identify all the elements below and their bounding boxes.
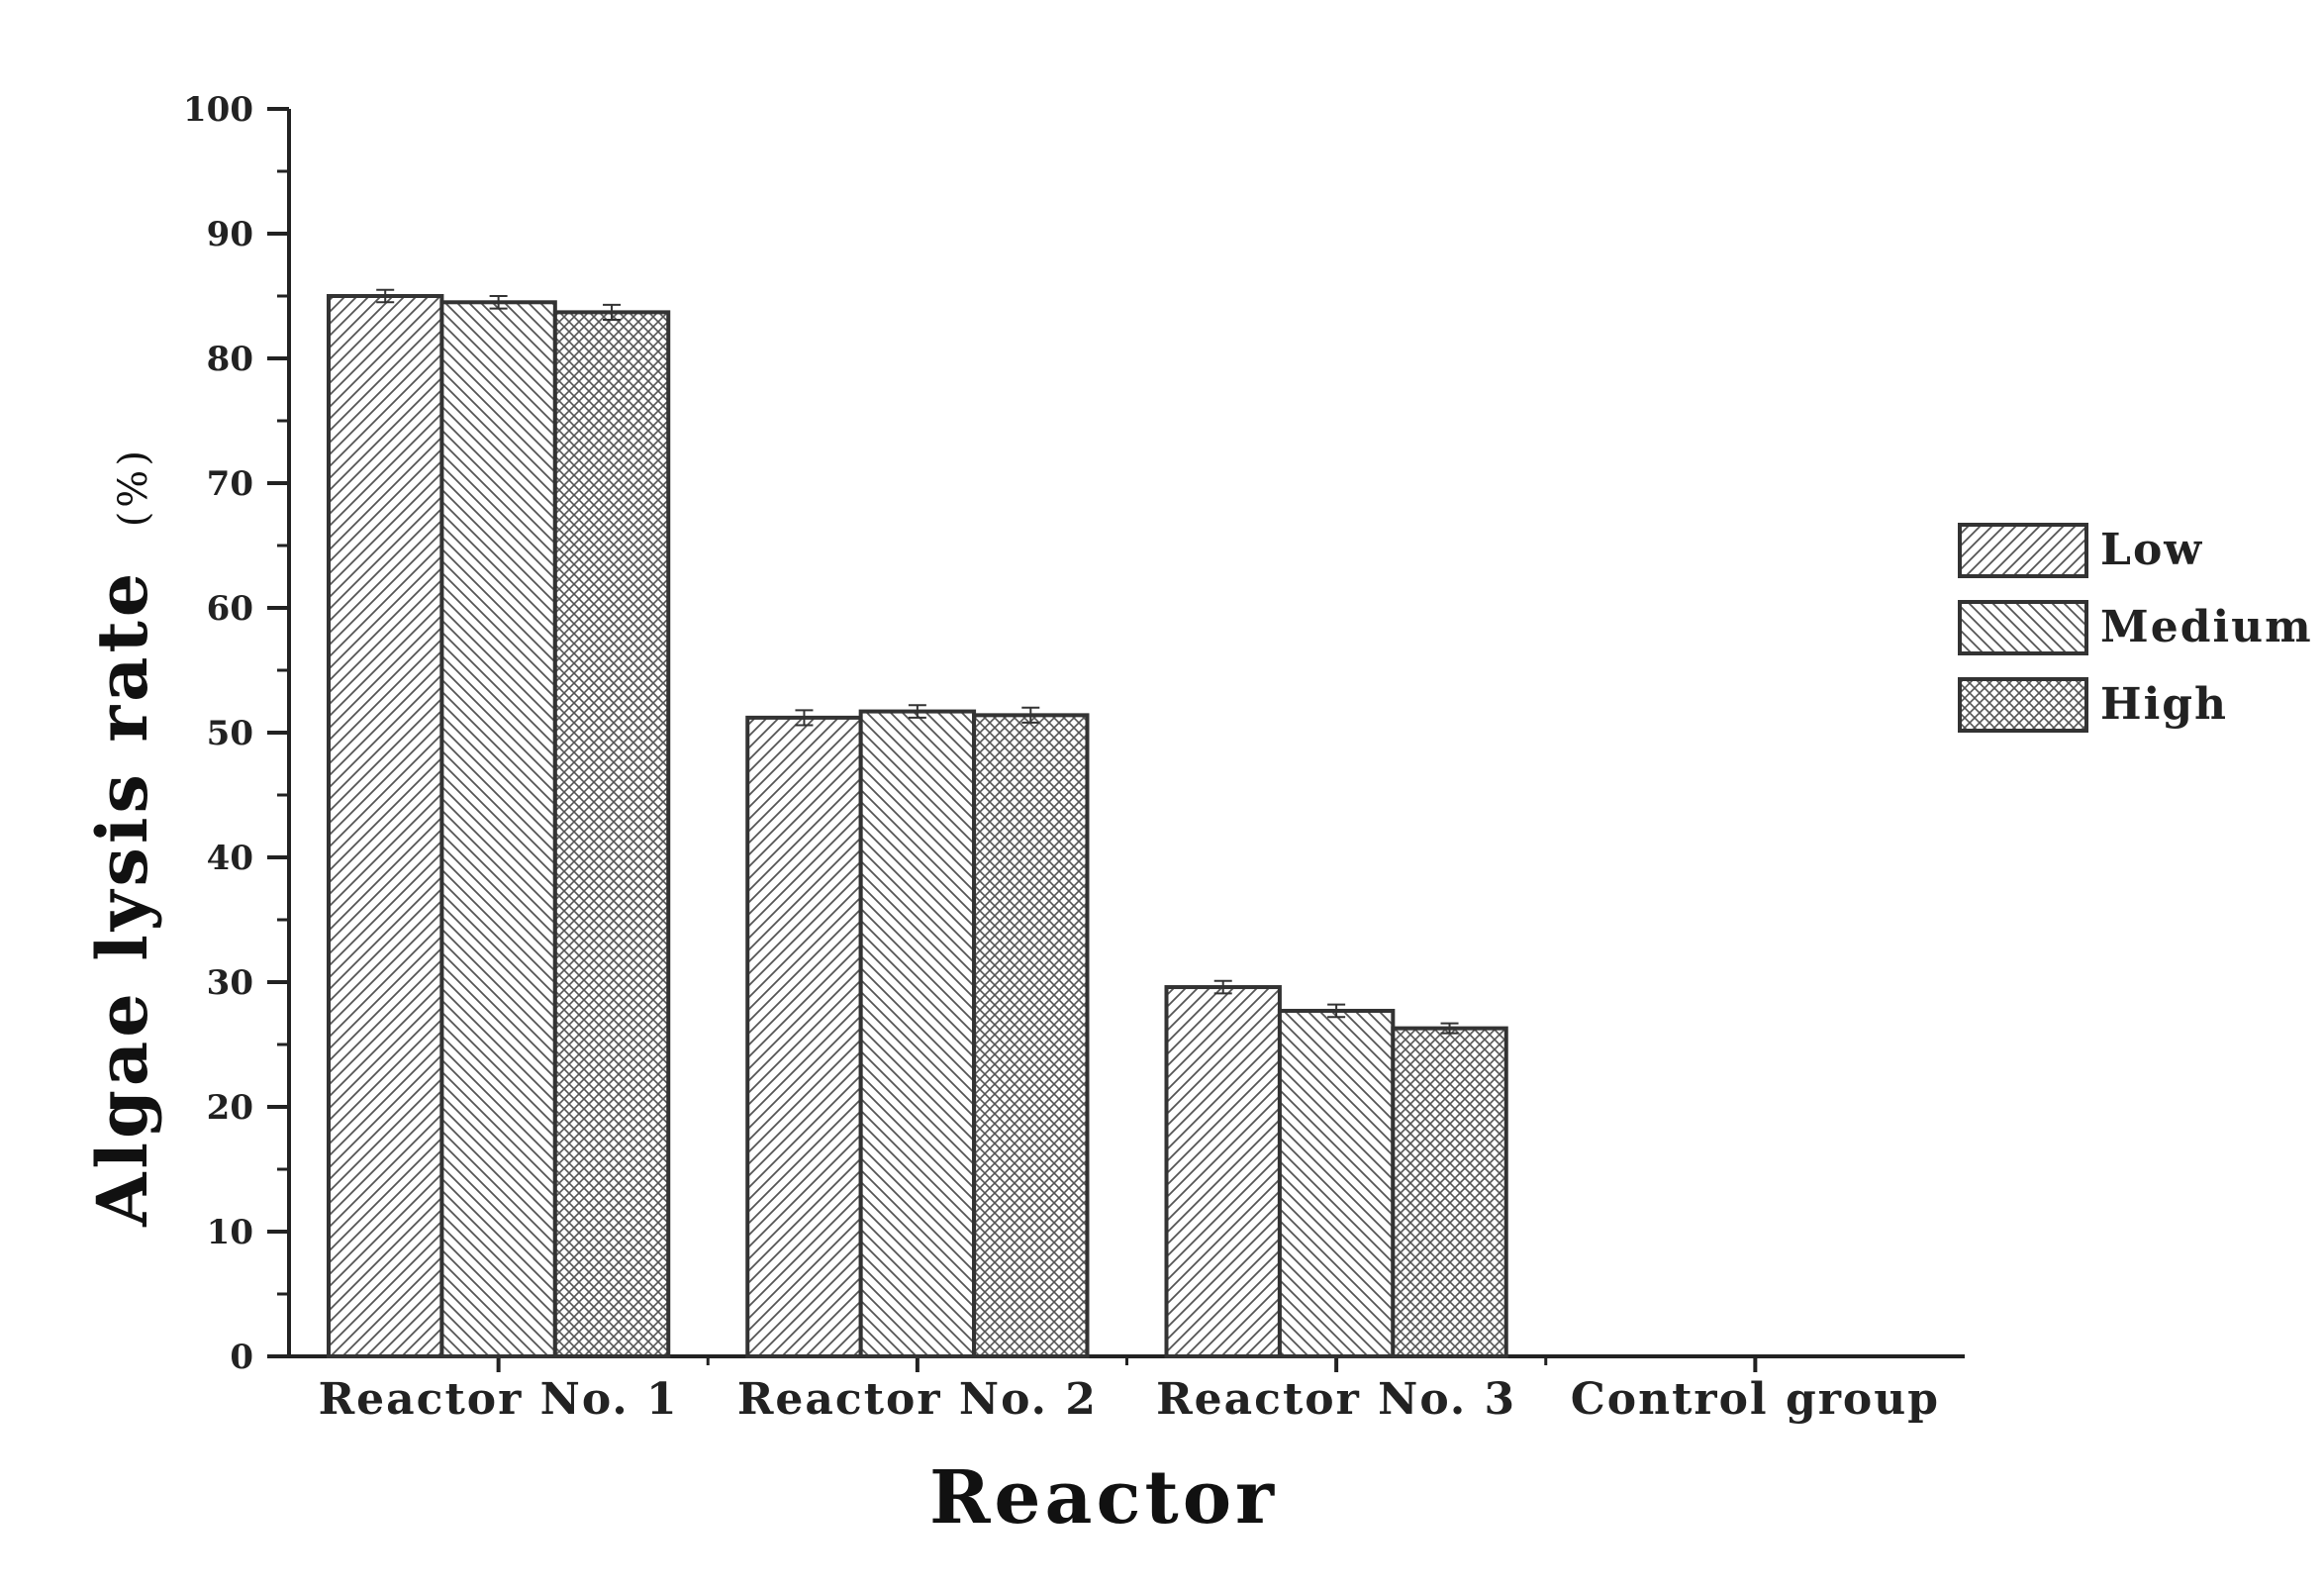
x-category-label: Reactor No. 1 [319, 1374, 679, 1425]
bar-medium [1277, 1008, 1396, 1358]
y-axis-title-main: Algae lysis rate [81, 569, 163, 1228]
y-tick-label: 100 [183, 90, 253, 130]
y-tick-label: 70 [207, 464, 253, 504]
y-tick-label: 0 [230, 1338, 253, 1377]
x-category-label: Reactor No. 2 [737, 1374, 1098, 1425]
y-tick-label: 20 [207, 1088, 253, 1128]
bar-high [552, 310, 671, 1358]
y-tick-label: 90 [207, 215, 253, 254]
legend-swatch-high [1958, 677, 2088, 733]
bar-low [1164, 985, 1282, 1358]
bar-low [327, 294, 444, 1358]
legend-label-low: Low [2100, 525, 2203, 575]
y-tick-label: 30 [207, 963, 253, 1003]
bar-high [1391, 1026, 1508, 1358]
legend-label-medium: Medium [2100, 602, 2313, 652]
y-axis-title: Algae lysis rate (%) [81, 447, 163, 1228]
y-tick-label: 40 [207, 839, 253, 878]
y-axis-title-unit: (%) [111, 447, 156, 527]
tick-labels: 0 10 20 30 40 50 60 70 80 90 100 Reactor No. 1 React… [183, 90, 1940, 1425]
bar-medium [858, 709, 977, 1358]
legend: Low Medium High [1958, 523, 2313, 733]
y-tick-label: 10 [207, 1213, 253, 1252]
x-axis-title: Reactor [929, 1455, 1278, 1541]
legend-swatch-medium [1958, 600, 2088, 655]
y-tick-label: 60 [207, 589, 253, 629]
bars [327, 288, 1508, 1358]
y-tick-label: 50 [207, 714, 253, 753]
x-category-label: Reactor No. 3 [1156, 1374, 1516, 1425]
legend-label-high: High [2100, 679, 2228, 730]
bar-high [972, 713, 1090, 1358]
bar-low [745, 715, 863, 1358]
y-tick-label: 80 [207, 340, 253, 379]
legend-swatch-low [1958, 523, 2088, 578]
bar-medium [439, 300, 557, 1358]
x-category-label: Control group [1571, 1374, 1940, 1425]
